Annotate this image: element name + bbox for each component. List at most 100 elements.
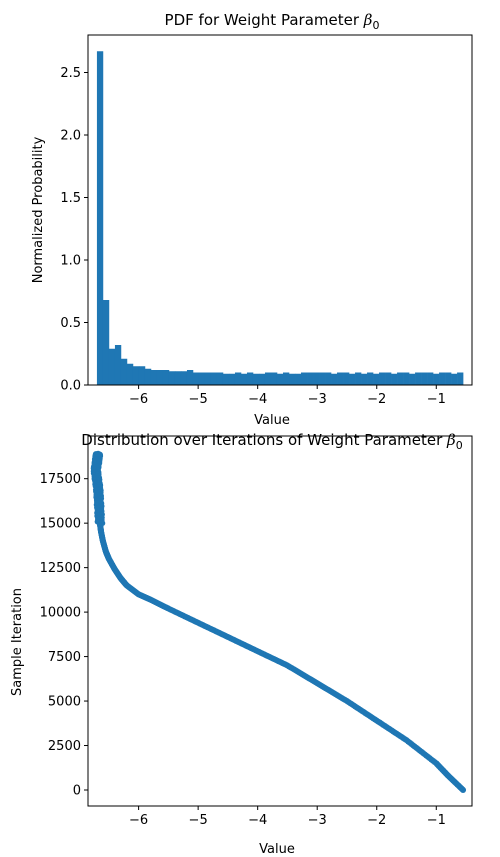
x-tick-label: −6 bbox=[129, 813, 148, 828]
histogram-bar bbox=[114, 345, 122, 385]
histogram-bar bbox=[379, 372, 386, 385]
chart-title-symbol: β bbox=[446, 431, 456, 449]
axes: −6 −5 −4 −3 −2 −1 0 2500 5000 7500 10000 12500 15000… bbox=[40, 435, 473, 828]
chart-title: PDF for Weight Parameter β0 bbox=[165, 11, 380, 32]
histogram-bar bbox=[361, 373, 368, 385]
histogram-bar bbox=[234, 372, 242, 385]
histogram-bar bbox=[198, 372, 206, 385]
y-tick-label: 0 bbox=[73, 783, 81, 798]
y-tick-label: 0.0 bbox=[60, 379, 81, 394]
histogram-bar bbox=[120, 358, 128, 385]
x-tick-label: −5 bbox=[189, 813, 208, 828]
histogram-bar bbox=[258, 373, 266, 385]
histogram-bar bbox=[180, 371, 188, 385]
x-tick-label: −2 bbox=[367, 392, 386, 407]
y-axis-label: Normalized Probability bbox=[31, 136, 46, 283]
histogram-bars bbox=[96, 51, 464, 385]
chart-title-subscript: 0 bbox=[456, 439, 463, 452]
chart-title-text: Distribution over Iterations of Weight P… bbox=[81, 431, 447, 449]
histogram-bar bbox=[162, 370, 170, 385]
histogram-bar bbox=[108, 348, 116, 385]
x-tick-label: −3 bbox=[308, 813, 327, 828]
y-tick-label: 5000 bbox=[48, 695, 81, 710]
histogram-bar bbox=[102, 300, 110, 385]
histogram-bar bbox=[457, 372, 464, 385]
histogram-bar bbox=[283, 372, 290, 385]
histogram-bar bbox=[96, 51, 104, 385]
y-tick-label: 1.0 bbox=[60, 254, 81, 269]
histogram-bar bbox=[138, 366, 146, 385]
histogram-bar bbox=[385, 372, 392, 385]
histogram-bar bbox=[222, 373, 230, 385]
x-tick-label: −4 bbox=[248, 813, 267, 828]
y-tick-label: 17500 bbox=[40, 472, 81, 487]
x-tick-label: −4 bbox=[248, 392, 267, 407]
histogram-bar bbox=[439, 372, 446, 385]
x-axis-label: Value bbox=[254, 413, 290, 428]
chart-title-text: PDF for Weight Parameter bbox=[165, 11, 364, 29]
histogram-bar bbox=[210, 372, 218, 385]
histogram-bar bbox=[228, 373, 236, 385]
x-tick-label: −5 bbox=[189, 392, 208, 407]
histogram-bar bbox=[313, 372, 320, 385]
histogram-bar bbox=[150, 370, 158, 385]
plot-frame bbox=[87, 34, 473, 386]
histogram-bar bbox=[174, 371, 182, 385]
x-axis-label: Value bbox=[259, 842, 295, 857]
y-axis-label: Sample Iteration bbox=[10, 588, 25, 696]
histogram-bar bbox=[126, 363, 134, 385]
axes: −6 −5 −4 −3 −2 −1 0.0 0.5 1.0 1.5 2.0 2.5 bbox=[60, 34, 473, 407]
x-tick-label: −1 bbox=[427, 813, 446, 828]
histogram-bar bbox=[391, 373, 398, 385]
histogram-bar bbox=[397, 372, 404, 385]
histogram-bar bbox=[186, 370, 194, 385]
histogram-bar bbox=[295, 373, 302, 385]
chart-title: Distribution over Iterations of Weight P… bbox=[81, 431, 462, 452]
histogram-bar bbox=[240, 373, 248, 385]
histogram-bar bbox=[349, 373, 356, 385]
histogram-bar bbox=[132, 366, 140, 385]
histogram-bar bbox=[451, 373, 458, 385]
histogram-bar bbox=[156, 370, 164, 385]
histogram-bar bbox=[289, 373, 296, 385]
y-tick-label: 2.5 bbox=[60, 66, 81, 81]
y-tick-label: 2.0 bbox=[60, 129, 81, 144]
y-tick-label: 15000 bbox=[40, 517, 81, 532]
histogram-bar bbox=[433, 373, 440, 385]
histogram-bar bbox=[204, 372, 212, 385]
histogram-bar bbox=[343, 372, 350, 385]
histogram-bar bbox=[144, 368, 152, 385]
histogram-bar bbox=[409, 373, 416, 385]
pdf-histogram-chart: PDF for Weight Parameter β0 −6 −5 −4 −3 −2 −1… bbox=[31, 11, 473, 428]
histogram-bar bbox=[367, 372, 374, 385]
y-tick-label: 7500 bbox=[48, 650, 81, 665]
histogram-bar bbox=[301, 372, 308, 385]
histogram-bar bbox=[355, 372, 362, 385]
y-tick-label: 12500 bbox=[40, 561, 81, 576]
chart-title-subscript: 0 bbox=[372, 19, 379, 32]
y-tick-label: 0.5 bbox=[60, 316, 81, 331]
histogram-bar bbox=[307, 372, 314, 385]
histogram-bar bbox=[427, 372, 434, 385]
histogram-bar bbox=[325, 372, 332, 385]
x-tick-label: −2 bbox=[367, 813, 386, 828]
histogram-bar bbox=[319, 372, 326, 385]
y-tick-label: 1.5 bbox=[60, 191, 81, 206]
y-tick-label: 10000 bbox=[40, 606, 81, 621]
histogram-bar bbox=[276, 373, 284, 385]
histogram-bar bbox=[331, 373, 338, 385]
y-tick-label: 2500 bbox=[48, 739, 81, 754]
histogram-bar bbox=[415, 372, 422, 385]
histogram-bar bbox=[337, 372, 344, 385]
x-tick-label: −3 bbox=[308, 392, 327, 407]
x-tick-label: −6 bbox=[129, 392, 148, 407]
histogram-bar bbox=[421, 372, 428, 385]
histogram-bar bbox=[216, 372, 224, 385]
histogram-bar bbox=[445, 372, 452, 385]
histogram-bar bbox=[246, 372, 254, 385]
histogram-bar bbox=[270, 372, 278, 385]
histogram-bar bbox=[373, 373, 380, 385]
histogram-bar bbox=[403, 372, 410, 385]
histogram-bar bbox=[168, 371, 176, 385]
x-tick-label: −1 bbox=[427, 392, 446, 407]
